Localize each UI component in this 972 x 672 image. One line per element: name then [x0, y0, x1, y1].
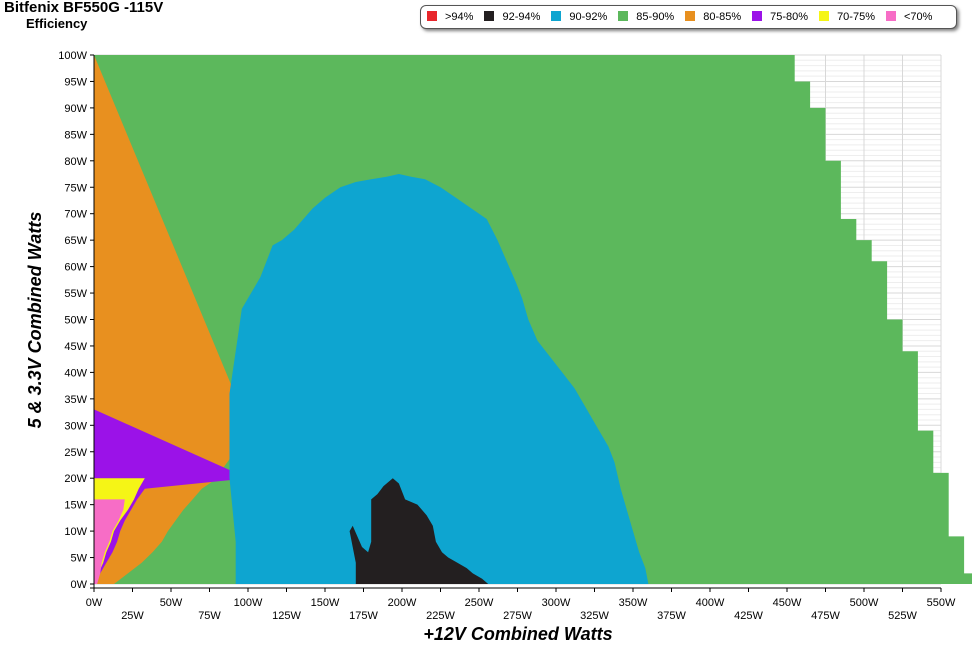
y-tick-label: 90W [64, 103, 87, 115]
x-tick-label: 450W [773, 597, 802, 609]
y-tick-label: 95W [64, 76, 87, 88]
y-tick-label: 20W [64, 473, 87, 485]
x-axis-title: +12V Combined Watts [423, 624, 612, 644]
legend-label: 85-90% [636, 11, 675, 23]
legend-swatch [819, 11, 830, 21]
y-tick-label: 85W [64, 129, 87, 141]
x-tick-label: 425W [734, 610, 763, 622]
x-tick-label: 175W [349, 610, 378, 622]
chart-subtitle: Efficiency [26, 16, 88, 31]
legend-swatch [427, 11, 437, 21]
x-tick-label: 50W [160, 597, 183, 609]
legend-label: >94% [445, 11, 474, 23]
legend-item: <70% [885, 11, 933, 23]
x-tick-label: 125W [272, 610, 301, 622]
legend-item: 75-80% [752, 11, 808, 23]
x-tick-label: 350W [619, 597, 648, 609]
legend-label: 80-85% [703, 11, 742, 23]
y-axis-title: 5 & 3.3V Combined Watts [25, 212, 45, 429]
y-tick-label: 50W [64, 315, 87, 327]
y-tick-label: 5W [71, 553, 88, 565]
x-tick-label: 300W [542, 597, 571, 609]
y-tick-label: 45W [64, 341, 87, 353]
x-tick-label: 250W [465, 597, 494, 609]
region-layer [94, 55, 972, 584]
y-tick-label: 100W [58, 50, 87, 62]
legend-items: >94% 92-94% 90-92% 85-90% 80-85% 75-80% 70-75%… [427, 11, 943, 23]
legend-item: >94% [427, 11, 473, 23]
legend-swatch [618, 11, 629, 21]
region-below-70 [94, 499, 125, 584]
chart-title: Bitfenix BF550G -115V [4, 0, 164, 16]
y-tick-label: 10W [64, 526, 87, 538]
x-tick-label: 150W [311, 597, 340, 609]
legend: >94% 92-94% 90-92% 85-90% 80-85% 75-80% 70-75%… [420, 5, 957, 29]
y-tick-label: 70W [64, 209, 87, 221]
x-tick-label: 325W [580, 610, 609, 622]
legend-label: <70% [903, 11, 933, 23]
y-tick-label: 55W [64, 288, 87, 300]
x-tick-label: 0W [86, 597, 103, 609]
x-tick-label: 25W [121, 610, 144, 622]
x-tick-label: 200W [388, 597, 417, 609]
legend-swatch [752, 11, 763, 21]
legend-item: 70-75% [819, 11, 875, 23]
y-tick-label: 65W [64, 235, 87, 247]
x-tick-label: 475W [811, 610, 840, 622]
legend-swatch [685, 11, 696, 21]
legend-swatch [484, 11, 495, 21]
x-tick-label: 500W [850, 597, 879, 609]
legend-label: 92-94% [502, 11, 541, 23]
x-tick-label: 525W [888, 610, 917, 622]
legend-item: 90-92% [551, 11, 607, 23]
y-tick-label: 60W [64, 262, 87, 274]
x-tick-label: 225W [426, 610, 455, 622]
x-tick-label: 75W [198, 610, 221, 622]
y-tick-label: 0W [71, 579, 88, 591]
region-90-92 [229, 174, 649, 584]
legend-item: 85-90% [618, 11, 674, 23]
legend-label: 90-92% [569, 11, 608, 23]
legend-item: 92-94% [484, 11, 540, 23]
tick-layer: 0W 5W 10W 15W 20W 25W 30W 35W 40W 45W 50W 55W 60W 65W… [58, 50, 956, 622]
legend-item: 80-85% [685, 11, 741, 23]
x-tick-label: 100W [234, 597, 263, 609]
region-75-80 [94, 409, 248, 584]
y-tick-label: 35W [64, 394, 87, 406]
x-tick-label: 275W [503, 610, 532, 622]
y-tick-label: 40W [64, 367, 87, 379]
x-tick-label: 375W [657, 610, 686, 622]
legend-swatch [551, 11, 562, 21]
y-tick-label: 30W [64, 420, 87, 432]
y-tick-label: 75W [64, 182, 87, 194]
legend-swatch [885, 11, 896, 21]
y-tick-label: 25W [64, 447, 87, 459]
y-tick-label: 15W [64, 500, 87, 512]
axis-layer [90, 55, 941, 589]
legend-label: 75-80% [770, 11, 809, 23]
x-tick-label: 550W [927, 597, 956, 609]
region-92-94 [349, 478, 489, 584]
x-tick-label: 400W [696, 597, 725, 609]
y-tick-label: 80W [64, 156, 87, 168]
legend-label: 70-75% [837, 11, 875, 23]
